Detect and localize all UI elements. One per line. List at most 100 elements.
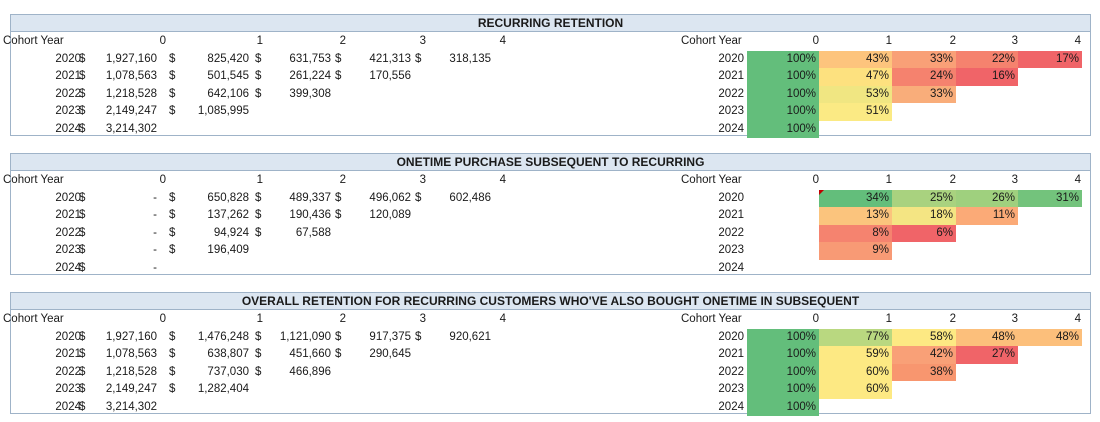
amount-cell: 1,121,090 <box>279 330 331 343</box>
right-header-period: 2 <box>949 35 956 47</box>
amount-cell: 261,224 <box>289 70 331 82</box>
heatmap-cell: 58% <box>892 328 956 346</box>
heatmap-cell: 100% <box>747 328 819 346</box>
right-header-period: 2 <box>949 174 956 186</box>
currency-symbol: $ <box>255 365 262 378</box>
amount-cell: 631,753 <box>289 52 331 65</box>
amount-cell: - <box>153 244 157 256</box>
heatmap-cohort-year: 2023 <box>718 244 744 256</box>
currency-symbol: $ <box>415 330 422 343</box>
heatmap-cohort-year: 2020 <box>718 191 744 204</box>
heatmap-cell: 6% <box>892 224 956 242</box>
amount-cell: 451,660 <box>289 348 331 360</box>
amount-cell: 602,486 <box>449 191 491 204</box>
currency-symbol: $ <box>79 348 86 360</box>
right-header-period: 4 <box>1074 35 1081 47</box>
currency-symbol: $ <box>169 226 176 239</box>
amount-cell: 1,927,160 <box>105 52 157 65</box>
heatmap-cohort-year: 2024 <box>718 122 744 135</box>
amount-cell: 190,436 <box>289 209 331 221</box>
amount-cell: 650,828 <box>207 191 249 204</box>
heatmap-cell: 24% <box>892 68 956 86</box>
heatmap-cell: 100% <box>747 50 819 68</box>
cohort-year-label: 2022 <box>55 365 81 378</box>
currency-symbol: $ <box>169 330 176 343</box>
heatmap-cell: 100% <box>747 398 819 416</box>
amount-cell: 318,135 <box>449 52 491 65</box>
left-header-period: 2 <box>339 174 346 186</box>
amount-cell: 1,085,995 <box>197 105 249 117</box>
cohort-year-label: 2024 <box>55 122 81 135</box>
currency-symbol: $ <box>169 365 176 378</box>
heatmap-cell <box>747 242 819 260</box>
heatmap-cell: 9% <box>819 242 892 260</box>
left-header-period: 3 <box>419 174 426 186</box>
amount-cell: 825,420 <box>207 52 249 65</box>
currency-symbol: $ <box>255 87 262 100</box>
left-header-cohort-year: Cohort Year <box>3 174 64 186</box>
currency-symbol: $ <box>79 52 86 65</box>
currency-symbol: $ <box>169 191 176 204</box>
heatmap-cell: 34% <box>819 189 892 207</box>
heatmap-cell: 8% <box>819 224 892 242</box>
currency-symbol: $ <box>79 400 86 413</box>
heatmap-cell: 47% <box>819 68 892 86</box>
currency-symbol: $ <box>79 87 86 100</box>
amount-cell: - <box>153 261 157 274</box>
heatmap-cell: 43% <box>819 50 892 68</box>
right-header-period: 3 <box>1011 313 1018 325</box>
right-header-cohort-year: Cohort Year <box>681 174 742 186</box>
currency-symbol: $ <box>169 52 176 65</box>
cohort-year-label: 2020 <box>55 52 81 65</box>
left-header-period: 2 <box>339 35 346 47</box>
currency-symbol: $ <box>335 52 342 65</box>
amount-cell: 137,262 <box>207 209 249 221</box>
left-header-period: 4 <box>499 35 506 47</box>
heatmap-cell: 100% <box>747 103 819 121</box>
left-header-period: 3 <box>419 35 426 47</box>
heatmap-cohort-year: 2020 <box>718 330 744 343</box>
heatmap-cell: 31% <box>1018 189 1082 207</box>
left-header-period: 0 <box>159 313 166 325</box>
heatmap-cohort-year: 2024 <box>718 261 744 274</box>
currency-symbol: $ <box>335 348 342 360</box>
heatmap-cohort-year: 2022 <box>718 365 744 378</box>
heatmap-cohort-year: 2022 <box>718 226 744 239</box>
heatmap-cell: 48% <box>1018 328 1082 346</box>
currency-symbol: $ <box>335 209 342 221</box>
amount-cell: 421,313 <box>369 52 411 65</box>
right-header-period: 4 <box>1074 313 1081 325</box>
heatmap-cell: 77% <box>819 328 892 346</box>
amount-cell: 94,924 <box>213 226 249 239</box>
currency-symbol: $ <box>255 70 262 82</box>
amount-cell: 2,149,247 <box>105 105 157 117</box>
heatmap-cell: 100% <box>747 346 819 364</box>
amount-cell: 642,106 <box>207 87 249 100</box>
cohort-year-label: 2023 <box>55 383 81 395</box>
currency-symbol: $ <box>335 70 342 82</box>
amount-cell: 501,545 <box>207 70 249 82</box>
amount-cell: 920,621 <box>449 330 491 343</box>
section-2: OVERALL RETENTION FOR RECURRING CUSTOMER… <box>3 292 1091 416</box>
currency-symbol: $ <box>415 191 422 204</box>
currency-symbol: $ <box>79 122 86 135</box>
amount-cell: 1,078,563 <box>105 348 157 360</box>
currency-symbol: $ <box>79 244 86 256</box>
heatmap-cell: 60% <box>819 381 892 399</box>
currency-symbol: $ <box>169 244 176 256</box>
left-header-period: 2 <box>339 313 346 325</box>
amount-cell: - <box>153 209 157 221</box>
cohort-year-label: 2022 <box>55 87 81 100</box>
currency-symbol: $ <box>255 226 262 239</box>
heatmap-cell: 60% <box>819 363 892 381</box>
left-header-period: 1 <box>256 35 263 47</box>
amount-cell: 1,476,248 <box>197 330 249 343</box>
currency-symbol: $ <box>169 383 176 395</box>
currency-symbol: $ <box>255 52 262 65</box>
currency-symbol: $ <box>335 191 342 204</box>
heatmap-cell: 100% <box>747 381 819 399</box>
heatmap-cell: 26% <box>956 189 1018 207</box>
currency-symbol: $ <box>415 52 422 65</box>
heatmap-cohort-year: 2021 <box>718 348 744 360</box>
heatmap-cell: 53% <box>819 85 892 103</box>
